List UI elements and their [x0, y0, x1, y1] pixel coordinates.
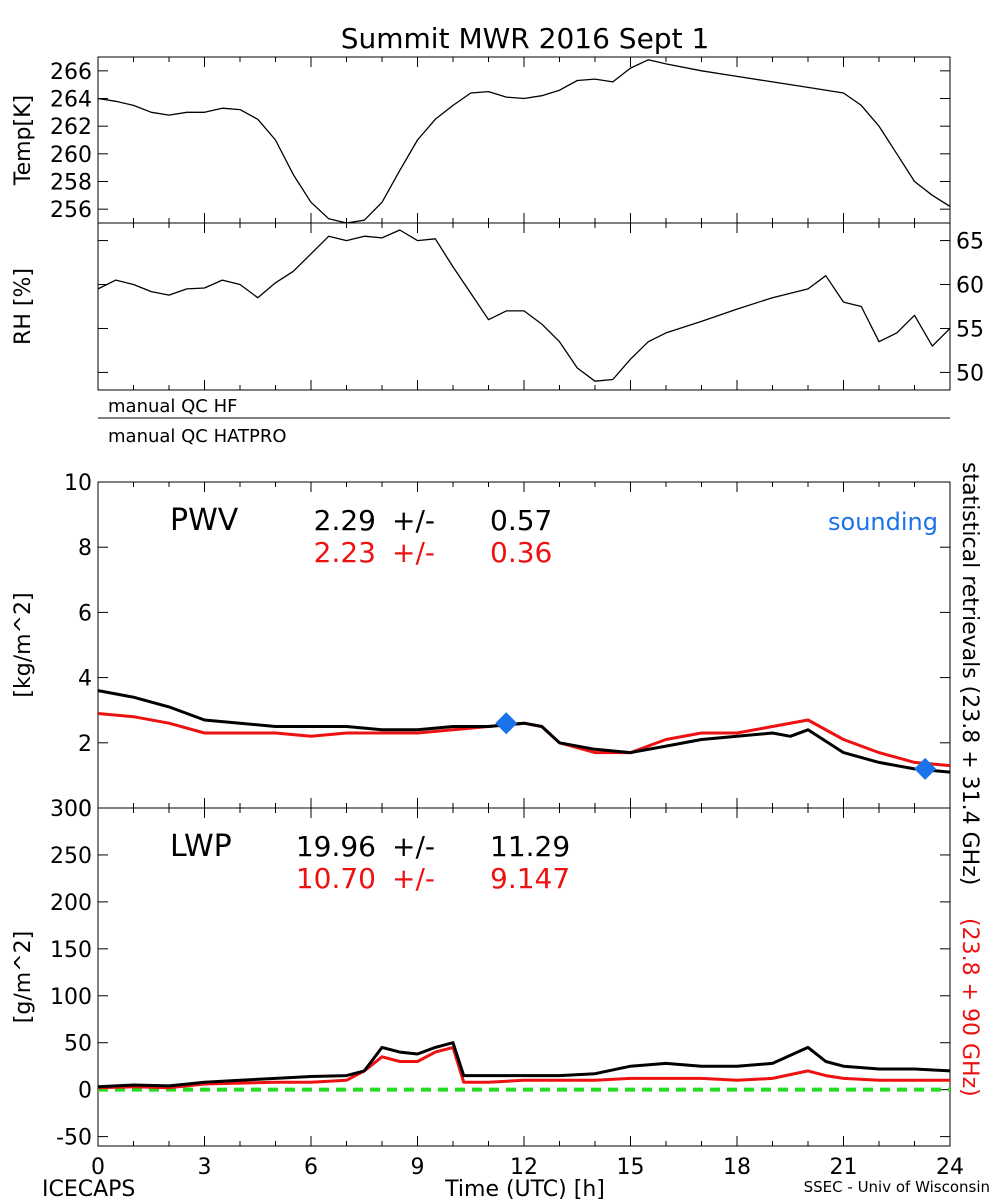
- rh-series-black: [98, 229, 950, 382]
- temp-y-tick-label: 264: [50, 88, 92, 113]
- right-label-red: (23.8 + 90 GHz): [957, 918, 982, 1097]
- lwp-x-tick-label: 18: [723, 1155, 751, 1180]
- rh-y-axis-label: RH [%]: [11, 268, 36, 345]
- pwv-stat-sd: 0.36: [490, 536, 552, 569]
- lwp-y-tick-label: 200: [50, 891, 92, 916]
- rh-y-tick-label: 50: [956, 361, 984, 386]
- lwp-y-tick-label: 50: [64, 1032, 92, 1057]
- qc-hatpro-label: manual QC HATPRO: [108, 426, 287, 447]
- temp-y-tick-label: 262: [50, 115, 92, 140]
- pwv-y-axis-label: [kg/m^2]: [11, 592, 36, 697]
- lwp-x-tick-label: 9: [411, 1155, 425, 1180]
- lwp-x-tick-label: 21: [830, 1155, 858, 1180]
- lwp-y-tick-label: -50: [56, 1126, 92, 1151]
- lwp-stat-mean: 19.96: [296, 830, 376, 863]
- pwv-stat-pm: +/-: [392, 504, 435, 537]
- pwv-legend-sounding: sounding: [828, 508, 938, 536]
- pwv-y-tick-label: 10: [64, 471, 92, 496]
- lwp-stat-sd: 9.147: [490, 862, 570, 895]
- lwp-stat-sd: 11.29: [490, 830, 570, 863]
- lwp-y-tick-label: 300: [50, 797, 92, 822]
- temp-y-tick-label: 260: [50, 143, 92, 168]
- lwp-x-tick-label: 6: [304, 1155, 318, 1180]
- pwv-sounding-marker: [914, 757, 937, 780]
- lwp-x-tick-label: 24: [936, 1155, 964, 1180]
- pwv-y-tick-label: 4: [78, 667, 92, 692]
- lwp-x-tick-label: 12: [510, 1155, 538, 1180]
- lwp-y-tick-label: 100: [50, 985, 92, 1010]
- rh-panel: 50 55 60 65 RH [%]: [11, 222, 984, 391]
- footer-right: SSEC - Univ of Wisconsin: [804, 1178, 990, 1196]
- pwv-y-tick-label: 2: [78, 732, 92, 757]
- pwv-stat-sd: 0.57: [490, 504, 552, 537]
- lwp-panel-label: LWP: [170, 829, 232, 864]
- temp-y-tick-label: 258: [50, 171, 92, 196]
- pwv-panel: 0 2 4 6 8 10 [kg/m^2] PWV 2.29 +/- 0.57 2.23 +/- 0.36…: [11, 471, 951, 822]
- qc-strips: manual QC HF manual QC HATPRO: [98, 396, 950, 447]
- pwv-y-tick-label: 0: [78, 797, 92, 822]
- lwp-stat-mean: 10.70: [296, 862, 376, 895]
- qc-hf-label: manual QC HF: [108, 396, 237, 417]
- pwv-stat-mean: 2.29: [314, 504, 376, 537]
- footer-left: ICECAPS: [42, 1177, 135, 1200]
- lwp-y-tick-label: 0: [78, 1079, 92, 1104]
- temp-y-tick-label: 266: [50, 60, 92, 85]
- pwv-y-tick-label: 8: [78, 536, 92, 561]
- pwv-y-tick-label: 6: [78, 601, 92, 626]
- lwp-series-black: [98, 1041, 950, 1089]
- lwp-x-tick-label: 3: [198, 1155, 212, 1180]
- rh-y-tick-label: 55: [956, 317, 984, 342]
- x-axis-label: Time (UTC) [h]: [444, 1177, 605, 1200]
- temp-series-black: [98, 59, 950, 223]
- lwp-stat-pm: +/-: [392, 830, 435, 863]
- lwp-y-tick-label: 250: [50, 844, 92, 869]
- rh-y-tick-label: 60: [956, 274, 984, 299]
- temp-y-tick-label: 256: [50, 198, 92, 223]
- right-label-black: statistical retrievals (23.8 + 31.4 GHz): [957, 462, 982, 885]
- pwv-sounding-marker: [495, 712, 518, 735]
- lwp-stat-pm: +/-: [392, 862, 435, 895]
- pwv-panel-label: PWV: [170, 503, 239, 538]
- temp-y-axis-label: Temp[K]: [11, 95, 36, 186]
- lwp-series-red: [98, 1045, 950, 1090]
- right-side-label: statistical retrievals (23.8 + 31.4 GHz)…: [957, 462, 982, 1097]
- lwp-y-tick-label: 150: [50, 938, 92, 963]
- pwv-stat-pm: +/-: [392, 536, 435, 569]
- figure-title: Summit MWR 2016 Sept 1: [341, 22, 710, 55]
- rh-y-tick-label: 65: [956, 230, 984, 255]
- pwv-stat-mean: 2.23: [314, 536, 376, 569]
- lwp-x-tick-label: 15: [617, 1155, 645, 1180]
- lwp-x-tick-label: 0: [91, 1155, 105, 1180]
- lwp-y-axis-label: [g/m^2]: [11, 931, 36, 1023]
- pwv-series-black: [98, 689, 950, 774]
